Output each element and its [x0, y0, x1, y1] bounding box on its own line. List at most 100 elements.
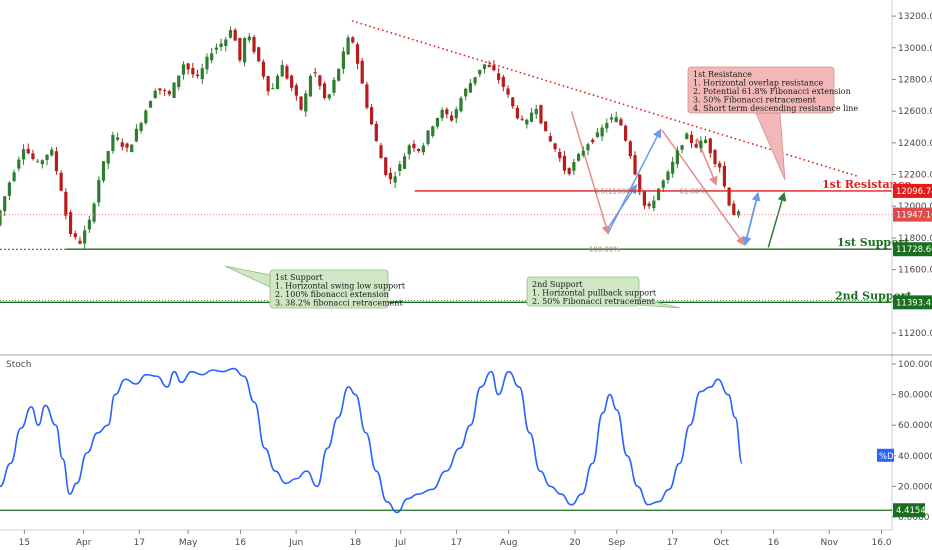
fib-label-618: 61.80%	[679, 188, 706, 196]
support-2-note-line: 2nd Support	[532, 280, 583, 289]
stoch-tick-label: 40.0000	[898, 452, 932, 462]
support-2-note-line: 1. Horizontal pullback support	[532, 289, 657, 298]
candle-body	[619, 119, 623, 126]
time-tick-label: Jul	[394, 538, 406, 548]
candle-body	[529, 112, 534, 122]
candle-body	[205, 56, 209, 70]
candle-body	[83, 230, 87, 244]
candle-body	[501, 76, 505, 87]
time-tick-label: 17	[451, 538, 462, 548]
candle-body	[454, 109, 458, 119]
candle-body	[506, 88, 510, 95]
price-axis[interactable]: 11200.0011400.0011600.0011800.0012000.00…	[891, 0, 932, 530]
projection-arrow	[607, 128, 662, 234]
candle-body	[26, 148, 30, 154]
candle-body	[539, 104, 543, 124]
candle-body	[699, 140, 703, 149]
candle-body	[417, 148, 421, 152]
stoch-tick-label: 0.0000	[898, 513, 930, 523]
stoch-tick-label: 80.0000	[898, 391, 932, 401]
stoch-d-path	[0, 367, 743, 514]
candle-body	[64, 191, 68, 216]
candle-body	[290, 75, 294, 88]
candle-body	[332, 79, 336, 93]
candle-body	[544, 121, 548, 132]
resistance-note-line: 1st Resistance	[693, 70, 752, 79]
candle-body	[468, 83, 472, 93]
candle-body	[337, 68, 341, 81]
candle-body	[567, 168, 571, 174]
candle-body	[393, 176, 397, 183]
candle-body	[511, 97, 515, 107]
candle-body	[379, 145, 383, 159]
projection-arrow	[742, 193, 759, 247]
candle-body	[440, 109, 444, 119]
candle-body	[464, 88, 468, 97]
candle-body	[50, 149, 54, 156]
support-2-tag: 11393.43	[896, 298, 932, 308]
candle-body	[54, 151, 59, 172]
candle-body	[398, 164, 402, 172]
candle-body	[40, 160, 44, 165]
candle-body	[224, 39, 228, 47]
candle-body	[421, 145, 425, 153]
candle-body	[732, 203, 736, 216]
candle-body	[351, 37, 355, 43]
resistance-note-line: 2. Potential 61.8% Fibonacci extension	[693, 87, 851, 96]
candle-body	[656, 188, 661, 200]
candle-body	[172, 82, 176, 98]
resistance-1-tag-bg	[893, 183, 932, 198]
candle-body	[459, 98, 463, 112]
stoch-tick-label: 100.0000	[898, 360, 932, 370]
candlesticks	[0, 26, 741, 249]
candle-body	[445, 109, 449, 115]
candle-body	[600, 127, 604, 137]
candle-body	[638, 174, 642, 192]
candle-body	[134, 128, 139, 142]
candle-body	[671, 161, 675, 174]
candle-body	[36, 161, 40, 163]
candle-body	[304, 93, 308, 112]
candle-body	[534, 108, 538, 115]
candle-body	[431, 126, 435, 136]
candle-body	[177, 75, 181, 88]
candle-body	[614, 117, 618, 122]
candle-body	[581, 150, 585, 156]
price-tick-label: 13200.00	[898, 12, 932, 22]
candle-body	[487, 65, 491, 67]
price-tick-label: 13000.00	[898, 44, 932, 54]
candle-body	[482, 64, 487, 70]
candle-body	[680, 145, 684, 150]
time-axis[interactable]: 15 Apr 17 May 16 Jun 18 Jul 17 Aug 20 Sep 17 Oct 16 Nov…	[0, 529, 892, 548]
candle-body	[703, 139, 708, 144]
candle-body	[97, 179, 101, 203]
candle-body	[478, 69, 482, 75]
candle-body	[407, 145, 411, 155]
resistance-note-line: 1. Horizontal overlap resistance	[693, 79, 823, 88]
time-tick-label: Oct	[713, 538, 729, 548]
candle-body	[689, 134, 694, 143]
candle-body	[666, 171, 670, 181]
candle-body	[92, 203, 96, 222]
candle-body	[624, 125, 628, 141]
stoch-tick-label: 60.0000	[898, 421, 932, 431]
candle-body	[3, 196, 7, 212]
candle-body	[308, 75, 313, 97]
time-tick-label: Aug	[500, 538, 518, 548]
price-tick-label: 11200.00	[898, 329, 932, 339]
price-tick-label: 11600.00	[898, 266, 932, 276]
support-1-note-line: 1st Support	[275, 273, 323, 282]
candle-body	[713, 150, 717, 165]
time-tick-label: 20	[569, 538, 581, 548]
support-1-note-line: 3. 38.2% fibonacci retracement	[275, 299, 403, 308]
candle-body	[228, 30, 233, 38]
candle-body	[243, 38, 247, 63]
candle-body	[497, 73, 501, 80]
candle-body	[694, 144, 698, 148]
candle-body	[280, 64, 284, 77]
stoch-axis[interactable]: 0.0000 20.0000 40.0000 60.0000 80.0000 100.00…	[877, 360, 932, 523]
